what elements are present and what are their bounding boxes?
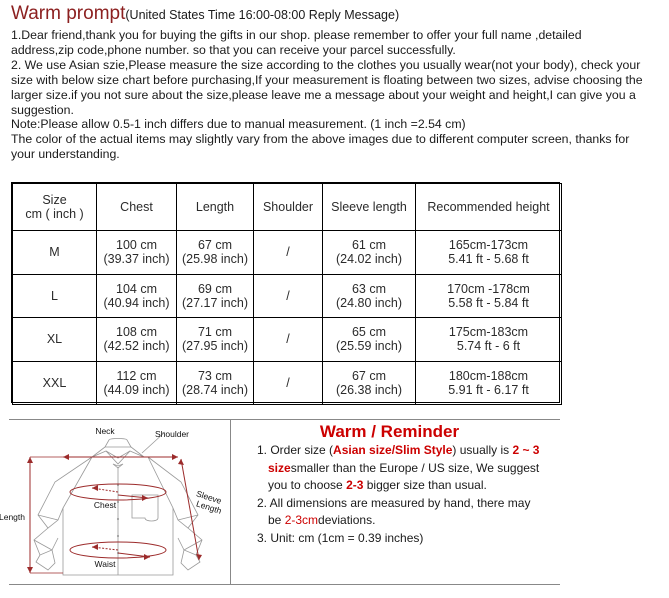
svg-text:Chest: Chest bbox=[94, 500, 117, 510]
svg-text:Waist: Waist bbox=[95, 559, 117, 569]
svg-text:Length: Length bbox=[0, 512, 25, 522]
svg-text:Shoulder: Shoulder bbox=[155, 429, 189, 439]
svg-text:Neck: Neck bbox=[95, 426, 115, 436]
